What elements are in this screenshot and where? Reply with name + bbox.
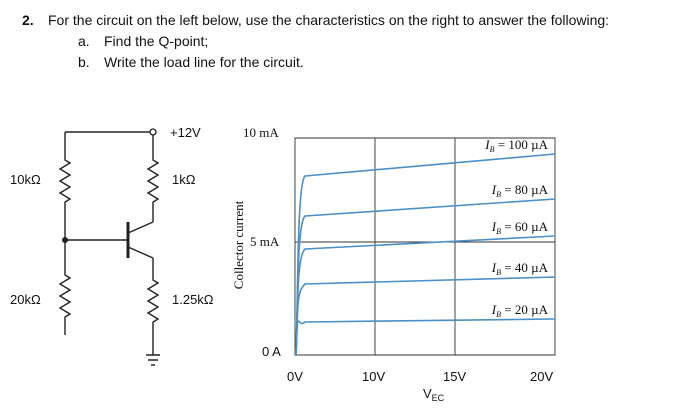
curve-label-sub: B [496, 190, 501, 199]
x-axis-label: VEC [423, 386, 445, 403]
curve-label-main: I [484, 137, 490, 152]
curve-label-sub: B [496, 310, 501, 319]
x-tick-label: 15V [443, 369, 466, 384]
y-tick-label: 5 mA [250, 234, 280, 249]
ground [146, 354, 160, 366]
y-axis-label: Collector current [231, 200, 246, 289]
resistor-label: 1kΩ [172, 172, 196, 187]
curve-label-value: = 80 µA [501, 182, 549, 197]
circuit: +12V 10kΩ 1kΩ 20kΩ 1.25kΩ [10, 125, 214, 366]
question-number: 2. [22, 12, 34, 28]
x-tick-label: 0V [287, 369, 303, 384]
curve-label-main: I [491, 260, 497, 275]
curve-label-sub: B [496, 227, 501, 236]
resistor [58, 132, 72, 335]
curve-label: IB = 60 µA [491, 219, 549, 236]
supply-label: +12V [170, 125, 201, 140]
transistor [127, 221, 154, 259]
characteristics: 10 mA 5 mA 0 A 0V 10V 15V 20V Collector … [231, 125, 556, 403]
curve-label-sub: B [496, 268, 501, 277]
item-text: Write the load line for the circuit. [104, 54, 304, 70]
curve-label-main: I [491, 302, 497, 317]
item-text: Find the Q-point; [104, 33, 208, 49]
curve-label: IB = 80 µA [491, 182, 549, 199]
resistor-label: 1.25kΩ [172, 292, 214, 307]
curve-label: IB = 100 µA [484, 137, 548, 154]
curve-label: IB = 40 µA [491, 260, 549, 277]
resistor-label: 10kΩ [10, 172, 41, 187]
item-label: a. [78, 33, 90, 49]
x-tick-label: 20V [530, 369, 553, 384]
curve [295, 318, 556, 356]
resistor-label: 20kΩ [10, 292, 41, 307]
curve-label-value: = 20 µA [501, 302, 549, 317]
item-label: b. [78, 54, 90, 70]
y-tick-label: 10 mA [243, 125, 279, 140]
resistor [146, 135, 160, 355]
x-tick-label: 10V [362, 369, 385, 384]
curve-label-value: = 60 µA [501, 219, 549, 234]
curve-label-main: I [491, 182, 497, 197]
curve-label-sub: B [490, 145, 495, 154]
axes-frame [294, 137, 556, 356]
curve-label-value: = 100 µA [495, 137, 549, 152]
x-axis-label-main: V [423, 386, 432, 401]
curve-label: IB = 20 µA [491, 302, 549, 319]
curve [295, 235, 556, 356]
curve-label-value: = 40 µA [501, 260, 549, 275]
curve-label-main: I [491, 219, 497, 234]
y-tick-label: 0 A [262, 344, 281, 359]
x-axis-label-sub: EC [432, 393, 445, 403]
question-text: For the circuit on the left below, use t… [48, 12, 609, 28]
terminal [149, 128, 157, 136]
